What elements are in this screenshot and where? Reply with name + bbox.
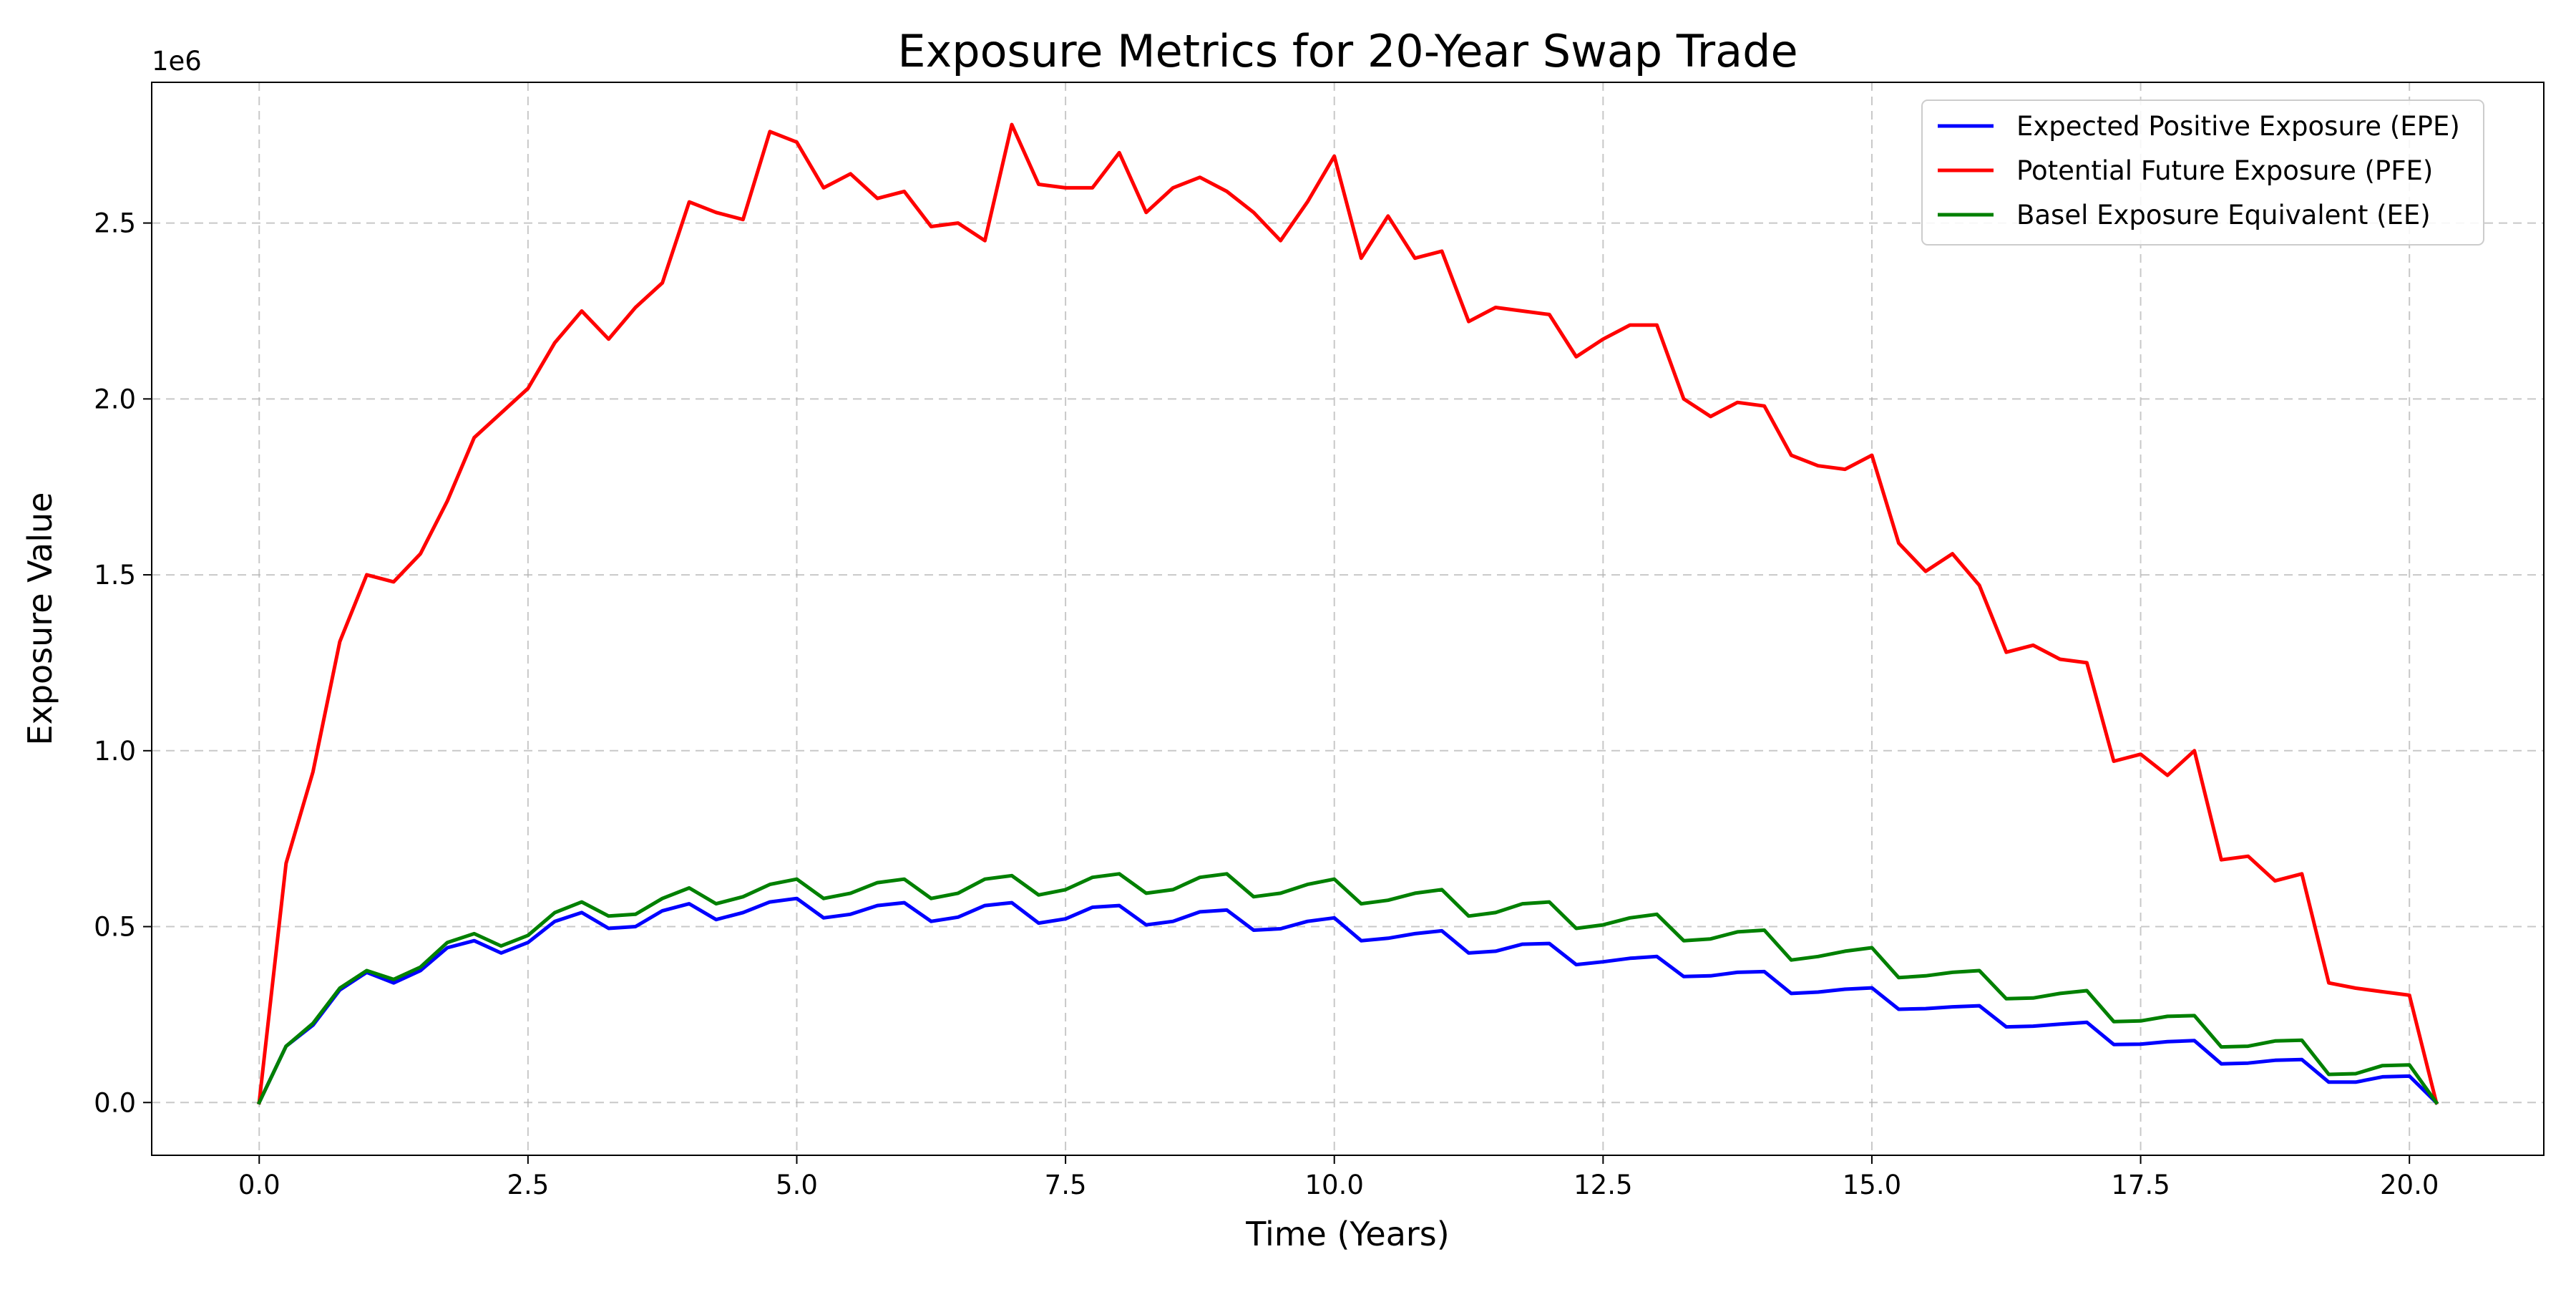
y-tick-label: 0.5 bbox=[94, 912, 136, 943]
x-axis-label: Time (Years) bbox=[1245, 1215, 1449, 1253]
y-axis-offset-label: 1e6 bbox=[152, 46, 202, 77]
x-tick-label: 15.0 bbox=[1843, 1170, 1901, 1200]
legend-box bbox=[1921, 99, 2484, 246]
y-tick-label: 1.5 bbox=[94, 560, 136, 591]
legend-item: Potential Future Exposure (PFE) bbox=[1938, 155, 2433, 186]
legend-label: Expected Positive Exposure (EPE) bbox=[2016, 111, 2460, 142]
x-tick-label: 17.5 bbox=[2111, 1170, 2170, 1200]
series-line-2 bbox=[257, 122, 2439, 1105]
x-tick-label: 7.5 bbox=[1045, 1170, 1087, 1200]
series-line-3 bbox=[256, 872, 2439, 1105]
y-tick-label: 0.0 bbox=[94, 1087, 136, 1118]
axis-ticks: 0.0 2.5 5.0 7.5 10.0 12.5 15.0 17.5 20.0 0.0 0.5 1.… bbox=[94, 208, 2439, 1200]
legend-label: Potential Future Exposure (PFE) bbox=[2016, 155, 2433, 186]
x-tick-label: 20.0 bbox=[2380, 1170, 2439, 1200]
x-tick-label: 2.5 bbox=[507, 1170, 549, 1200]
x-tick-label: 10.0 bbox=[1305, 1170, 1364, 1200]
series-line-1 bbox=[256, 896, 2439, 1105]
legend-label: Basel Exposure Equivalent (EE) bbox=[2016, 200, 2431, 230]
y-tick-label: 2.5 bbox=[94, 208, 136, 239]
y-tick-label: 1.0 bbox=[94, 736, 136, 767]
legend-item: Basel Exposure Equivalent (EE) bbox=[1938, 200, 2431, 230]
plot-frame bbox=[151, 82, 2545, 1156]
legend-items: Expected Positive Exposure (EPE) Potentia… bbox=[1938, 111, 2460, 230]
series-lines bbox=[256, 122, 2439, 1105]
x-tick-label: 0.0 bbox=[238, 1170, 280, 1200]
y-axis-label: Exposure Value bbox=[21, 492, 59, 746]
x-tick-label: 5.0 bbox=[776, 1170, 818, 1200]
chart-title: Exposure Metrics for 20-Year Swap Trade bbox=[897, 25, 1797, 77]
grid bbox=[152, 82, 2544, 1155]
legend-item: Expected Positive Exposure (EPE) bbox=[1938, 111, 2460, 142]
x-tick-label: 12.5 bbox=[1574, 1170, 1632, 1200]
legend: Expected Positive Exposure (EPE) Potentia… bbox=[1921, 99, 2484, 246]
y-tick-label: 2.0 bbox=[94, 384, 136, 414]
